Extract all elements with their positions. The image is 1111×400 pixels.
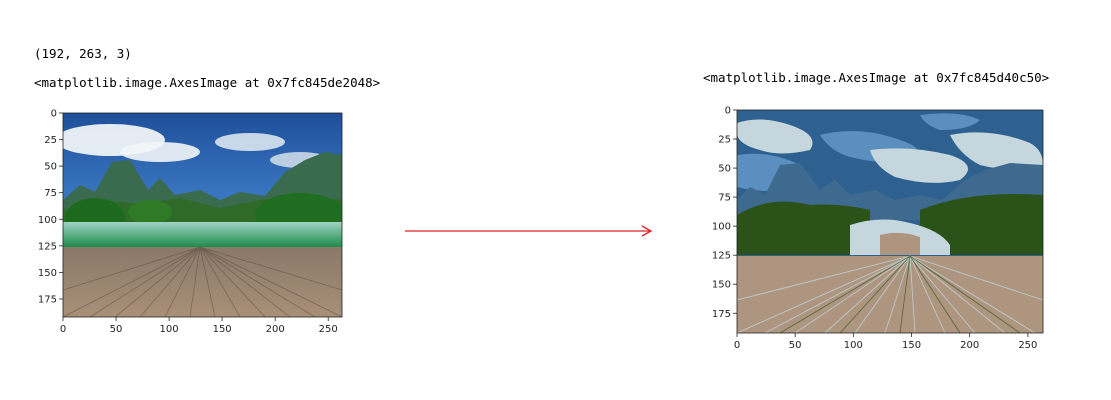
right-arrow-icon [405, 225, 653, 237]
left-y-tick-label: 25 [44, 135, 57, 146]
right-y-tick-label: 25 [718, 135, 731, 146]
left-y-tick-label: 50 [44, 162, 57, 173]
left-image-plot: 0 50 100 150 200 250 0 25 50 75 100 125 150 175 [38, 109, 343, 335]
quantized-landscape-icon [737, 110, 1043, 333]
left-x-tick-label: 200 [266, 324, 285, 335]
right-x-tick-label: 50 [789, 340, 802, 351]
left-axes-frame [62, 112, 343, 318]
left-y-tick-label: 75 [44, 188, 57, 199]
left-y-tick-label: 0 [51, 109, 57, 120]
left-x-tick-label: 250 [319, 324, 338, 335]
right-x-tick-label: 0 [734, 340, 740, 351]
right-y-tick-label: 0 [725, 106, 731, 117]
left-axesimage-repr: <matplotlib.image.AxesImage at 0x7fc845d… [34, 75, 381, 90]
landscape-photo-icon [63, 113, 342, 317]
right-y-tick-label: 50 [718, 164, 731, 175]
right-y-tick-label: 125 [712, 251, 731, 262]
right-axes-frame [736, 109, 1044, 334]
right-y-tick-label: 150 [712, 280, 731, 291]
right-axesimage-repr: <matplotlib.image.AxesImage at 0x7fc845d… [703, 70, 1050, 85]
right-x-tick-label: 250 [1018, 340, 1037, 351]
right-y-tick-label: 75 [718, 193, 731, 204]
right-y-tick-label: 175 [712, 309, 731, 320]
right-image-plot: 0 50 100 150 200 250 0 25 50 75 100 125 150 175 [712, 106, 1044, 351]
right-x-tick-label: 100 [844, 340, 863, 351]
quantized-deck-planks [737, 255, 1043, 333]
right-y-tick-label: 100 [712, 222, 731, 233]
left-y-tick-label: 125 [38, 241, 57, 252]
right-x-tick-label: 150 [902, 340, 921, 351]
left-y-tick-label: 100 [38, 215, 57, 226]
left-x-tick-label: 100 [160, 324, 179, 335]
left-x-tick-label: 50 [110, 324, 123, 335]
left-x-tick-label: 0 [60, 324, 66, 335]
left-x-tick-label: 150 [213, 324, 232, 335]
left-y-tick-label: 175 [38, 294, 57, 305]
right-x-tick-label: 200 [960, 340, 979, 351]
deck-planks [63, 246, 342, 317]
shape-output-text: (192, 263, 3) [34, 46, 132, 61]
left-y-tick-label: 150 [38, 268, 57, 279]
